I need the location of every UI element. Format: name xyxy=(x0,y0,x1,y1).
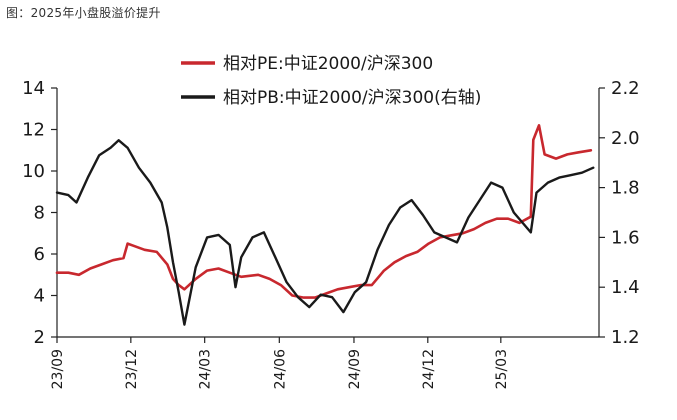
y-tick-label-right: 2.0 xyxy=(611,128,640,149)
y-tick-label-left: 14 xyxy=(22,78,45,99)
y-tick-label-left: 10 xyxy=(22,161,45,182)
y-tick-label-left: 12 xyxy=(22,120,45,141)
figure-title: 图：2025年小盘股溢价提升 xyxy=(6,6,161,20)
legend: 相对PE:中证2000/沪深300 相对PB:中证2000/沪深300(右轴) xyxy=(181,54,481,108)
y-tick-label-left: 6 xyxy=(34,244,45,265)
y-tick-label-left: 8 xyxy=(34,203,45,224)
series-line-pe xyxy=(55,124,593,299)
y-tick-label-left: 2 xyxy=(34,327,45,348)
x-tick-label: 24/12 xyxy=(421,349,437,389)
y-tick-label-left: 4 xyxy=(34,286,45,307)
y-tick-label-right: 2.2 xyxy=(611,78,640,99)
x-tick-label: 25/03 xyxy=(494,349,510,389)
y-tick-label-right: 1.6 xyxy=(611,227,640,248)
x-tick-label: 24/06 xyxy=(272,349,288,389)
x-tick-label: 24/09 xyxy=(347,349,363,389)
y-tick-label-right: 1.2 xyxy=(611,327,640,348)
x-tick-label: 23/09 xyxy=(50,349,66,389)
y-tick-label-right: 1.8 xyxy=(611,178,640,199)
legend-label-pe: 相对PE:中证2000/沪深300 xyxy=(223,54,433,74)
x-tick-label: 24/03 xyxy=(198,349,214,389)
legend-label-pb: 相对PB:中证2000/沪深300(右轴) xyxy=(223,88,481,108)
axes: 2 4 6 8 10 12 14 1.2 1.4 1.6 1.8 2.0 2.2 23/09 23/12 24… xyxy=(22,78,640,389)
x-tick-label: 23/12 xyxy=(124,349,140,389)
y-tick-label-right: 1.4 xyxy=(611,277,640,298)
series-line-pb xyxy=(55,139,595,326)
series-lines xyxy=(55,124,595,326)
